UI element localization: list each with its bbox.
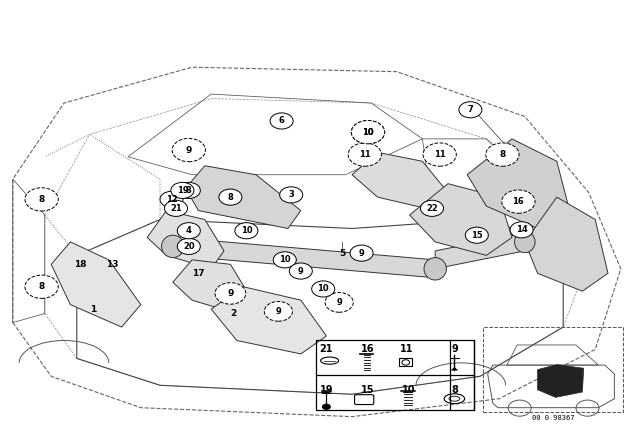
Text: 11: 11	[434, 150, 445, 159]
Polygon shape	[467, 139, 570, 228]
Text: 9: 9	[227, 289, 234, 298]
Circle shape	[348, 143, 381, 166]
Text: 9: 9	[359, 249, 364, 258]
Text: 10: 10	[362, 128, 374, 137]
Text: 2: 2	[230, 309, 237, 318]
Text: 10: 10	[317, 284, 329, 293]
Circle shape	[459, 102, 482, 118]
Text: 14: 14	[516, 225, 527, 234]
Circle shape	[312, 281, 335, 297]
Text: 16: 16	[361, 344, 375, 353]
Text: 12: 12	[166, 195, 177, 204]
Circle shape	[486, 143, 519, 166]
Polygon shape	[173, 260, 250, 314]
Circle shape	[351, 121, 385, 144]
Polygon shape	[211, 287, 326, 354]
Text: 15: 15	[361, 385, 375, 395]
Polygon shape	[435, 233, 525, 269]
Text: 11: 11	[359, 150, 371, 159]
Text: 9: 9	[337, 298, 342, 307]
Circle shape	[172, 138, 205, 162]
Circle shape	[273, 252, 296, 268]
Ellipse shape	[515, 231, 535, 253]
Text: 4: 4	[186, 226, 192, 235]
Polygon shape	[410, 184, 512, 255]
Circle shape	[423, 143, 456, 166]
Text: 9: 9	[298, 267, 303, 276]
Circle shape	[160, 191, 183, 207]
Text: 16: 16	[513, 197, 524, 206]
Text: 5: 5	[339, 249, 346, 258]
Text: 19: 19	[177, 186, 188, 195]
Text: 15: 15	[471, 231, 483, 240]
Circle shape	[25, 275, 58, 298]
Circle shape	[350, 245, 373, 261]
Polygon shape	[538, 365, 584, 397]
Circle shape	[264, 302, 292, 321]
Text: 8: 8	[38, 282, 45, 291]
Text: 6: 6	[278, 116, 285, 125]
Circle shape	[177, 223, 200, 239]
Polygon shape	[352, 152, 448, 211]
Text: 11: 11	[399, 344, 413, 353]
Text: 9: 9	[186, 146, 192, 155]
Text: 00 0 98367: 00 0 98367	[532, 414, 574, 421]
Circle shape	[171, 182, 194, 198]
Circle shape	[502, 190, 535, 213]
Circle shape	[164, 200, 188, 216]
Text: 21: 21	[170, 204, 182, 213]
Circle shape	[219, 189, 242, 205]
Text: 8: 8	[499, 150, 506, 159]
Circle shape	[25, 188, 58, 211]
Ellipse shape	[162, 235, 184, 258]
Text: 9: 9	[451, 344, 458, 353]
Polygon shape	[51, 242, 141, 327]
Text: 1: 1	[90, 305, 96, 314]
Circle shape	[235, 223, 258, 239]
Text: 10: 10	[241, 226, 252, 235]
Text: 9: 9	[276, 307, 281, 316]
Circle shape	[420, 200, 444, 216]
Text: 13: 13	[106, 260, 118, 269]
Text: 10: 10	[401, 385, 415, 395]
Text: 18: 18	[74, 260, 86, 269]
Circle shape	[465, 227, 488, 243]
Text: 10: 10	[362, 128, 374, 137]
Text: 17: 17	[192, 269, 205, 278]
Polygon shape	[186, 166, 301, 228]
Text: 7: 7	[468, 105, 473, 114]
Circle shape	[510, 222, 533, 238]
Text: 20: 20	[183, 242, 195, 251]
Circle shape	[177, 182, 200, 198]
Circle shape	[322, 404, 331, 410]
Text: 8: 8	[186, 186, 191, 195]
Polygon shape	[173, 237, 435, 278]
Text: 8: 8	[38, 195, 45, 204]
Circle shape	[270, 113, 293, 129]
Polygon shape	[525, 197, 608, 291]
Ellipse shape	[424, 258, 447, 280]
Circle shape	[177, 238, 200, 254]
Circle shape	[325, 293, 353, 312]
Text: 19: 19	[319, 385, 333, 395]
Text: 3: 3	[289, 190, 294, 199]
Text: 8: 8	[228, 193, 233, 202]
Polygon shape	[451, 367, 458, 370]
Circle shape	[351, 121, 385, 144]
Circle shape	[280, 187, 303, 203]
Circle shape	[289, 263, 312, 279]
Circle shape	[215, 283, 246, 304]
Polygon shape	[147, 211, 224, 269]
Bar	[399, 358, 412, 366]
Text: 22: 22	[426, 204, 438, 213]
Text: 10: 10	[279, 255, 291, 264]
Text: 8: 8	[451, 385, 458, 395]
Text: 21: 21	[319, 344, 333, 353]
